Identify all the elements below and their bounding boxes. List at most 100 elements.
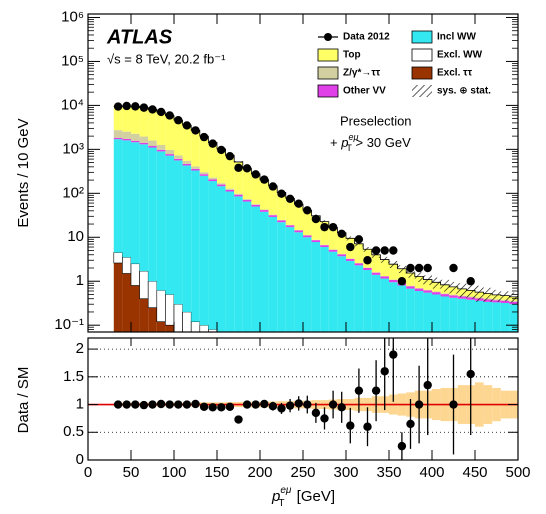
stack-segment (191, 130, 200, 167)
stack-segment (380, 276, 389, 279)
x-tick-label: 100 (161, 464, 186, 481)
stack-segment (380, 259, 389, 277)
stack-segment (414, 290, 424, 332)
ratio-point (311, 408, 321, 418)
stack-segment (191, 166, 200, 169)
stack-segment (131, 285, 140, 332)
stack-segment (251, 206, 260, 332)
annotation-part: eμ (348, 132, 358, 142)
stack-segment (165, 325, 174, 332)
uncertainty-band (363, 247, 372, 252)
stack-segment (346, 260, 355, 332)
data-point (191, 126, 200, 135)
stack-segment (113, 130, 123, 138)
ratio-point (346, 421, 355, 430)
ratio-point (199, 402, 209, 411)
x-axis-label: peμ T [GeV] (271, 485, 335, 509)
stack-segment (268, 216, 278, 332)
ratio-point (139, 400, 149, 410)
ratio-point (371, 386, 381, 395)
uncertainty-band (320, 220, 329, 224)
stack-segment (346, 258, 355, 261)
energy-label: √s = 8 TeV, 20.2 fb⁻¹ (107, 51, 226, 66)
stack-segment (277, 192, 286, 220)
stack-segment (199, 172, 209, 175)
stack-segment (277, 222, 286, 332)
stack-segment (423, 290, 432, 293)
stack-segment (139, 142, 149, 145)
legend-label: Excl. WW (437, 50, 483, 61)
stack-segment (363, 270, 372, 332)
ratio-point (234, 415, 243, 424)
stack-segment (337, 254, 346, 257)
stack-segment (397, 268, 407, 283)
stack-segment (139, 144, 149, 272)
stack-segment (389, 279, 398, 283)
legend-swatch (324, 33, 332, 41)
uncertainty-band (457, 283, 467, 298)
uncertainty-band (423, 275, 432, 286)
stack-segment (225, 155, 235, 189)
y-tick-label: 10³ (62, 140, 84, 157)
stack-segment (449, 294, 458, 296)
stack-segment (311, 240, 321, 243)
data-point (320, 222, 329, 232)
stack-segment (217, 184, 226, 187)
ratio-point (303, 400, 312, 409)
stack-segment (423, 289, 432, 291)
stack-segment (122, 257, 132, 274)
data-point (122, 101, 131, 111)
stack-segment (131, 106, 140, 134)
ratio-point (466, 369, 475, 379)
data-point (337, 229, 346, 238)
stack-segment (303, 235, 312, 238)
y-tick-label: 1 (76, 396, 84, 413)
stack-segment (303, 210, 312, 236)
y-tick-label: 10 (67, 228, 84, 245)
data-point (397, 277, 407, 286)
ratio-point (363, 422, 372, 431)
ratio-point (148, 400, 157, 409)
stack-segment (328, 251, 338, 332)
legend-swatch (411, 30, 433, 44)
stack-segment (509, 304, 518, 332)
stack-segment (337, 232, 346, 255)
data-point (260, 175, 269, 184)
uncertainty-band (354, 241, 364, 247)
uncertainty-band (397, 265, 407, 274)
uncertainty-band (509, 292, 518, 303)
stack-segment (483, 301, 493, 332)
stack-segment (165, 149, 174, 155)
stack-segment (457, 296, 467, 299)
data-point (449, 263, 458, 273)
legend-label: Incl WW (437, 32, 476, 43)
data-point (139, 103, 149, 112)
stack-segment (440, 294, 450, 297)
legend-swatch (317, 84, 339, 98)
x-tick-label: 0 (84, 464, 92, 481)
stack-segment (406, 272, 415, 286)
stack-segment (328, 249, 338, 252)
y-tick-label: 10⁶ (61, 8, 84, 25)
data-point (414, 263, 424, 273)
stack-segment (217, 148, 226, 184)
ratio-point (380, 367, 389, 376)
y-tick-label: 10⁻¹ (54, 316, 84, 333)
y-tick-label: 2 (76, 340, 84, 357)
stack-segment (174, 120, 183, 156)
stack-segment (182, 165, 192, 312)
ratio-point (268, 402, 278, 411)
x-tick-label: 450 (462, 464, 487, 481)
stack-segment (139, 107, 149, 137)
stack-segment (500, 300, 510, 303)
ratio-point (174, 400, 183, 409)
stack-segment (303, 237, 312, 332)
x-axis-label-part: T (278, 498, 284, 509)
stack-segment (148, 109, 157, 141)
stack-segment (234, 161, 243, 194)
stack-segment (174, 160, 183, 305)
legend-swatch (317, 66, 339, 80)
stack-segment (131, 133, 140, 141)
stack-segment (165, 154, 174, 156)
